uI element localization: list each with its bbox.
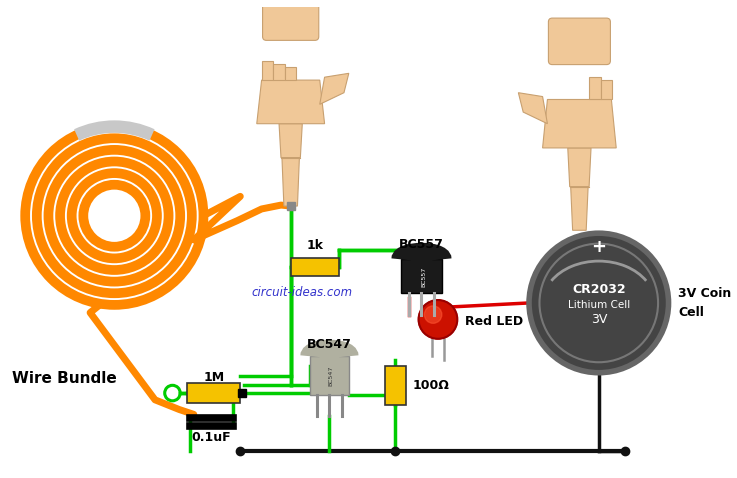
Text: 1M: 1M — [203, 371, 224, 384]
Polygon shape — [262, 61, 273, 80]
Polygon shape — [542, 99, 616, 148]
Bar — [401, 260, 441, 293]
Text: Cell: Cell — [678, 306, 704, 319]
Text: 3V Coin: 3V Coin — [678, 287, 732, 300]
Text: Red LED: Red LED — [465, 315, 523, 328]
Polygon shape — [256, 80, 324, 124]
Text: BC557: BC557 — [421, 267, 426, 287]
Polygon shape — [601, 80, 612, 99]
Polygon shape — [518, 93, 548, 124]
FancyBboxPatch shape — [548, 18, 610, 65]
Polygon shape — [279, 124, 302, 158]
Circle shape — [91, 193, 138, 239]
Text: CR2032: CR2032 — [572, 283, 626, 296]
Polygon shape — [567, 148, 591, 187]
Polygon shape — [320, 73, 349, 104]
Text: BC557: BC557 — [399, 239, 444, 251]
Bar — [290, 259, 339, 276]
Text: Lithium Cell: Lithium Cell — [567, 300, 630, 310]
Text: BC547: BC547 — [329, 365, 334, 386]
Bar — [310, 356, 349, 395]
Bar — [385, 366, 406, 405]
Polygon shape — [589, 77, 601, 99]
Circle shape — [529, 233, 668, 373]
Polygon shape — [282, 158, 299, 206]
Bar — [187, 383, 240, 403]
Text: 1k: 1k — [307, 239, 324, 252]
Polygon shape — [273, 64, 285, 80]
Text: circuit-ideas.com: circuit-ideas.com — [252, 286, 353, 299]
Text: BC547: BC547 — [307, 338, 352, 351]
Text: 100Ω: 100Ω — [413, 379, 450, 392]
FancyBboxPatch shape — [262, 0, 319, 40]
Polygon shape — [570, 187, 588, 230]
Text: Wire Bundle: Wire Bundle — [12, 371, 116, 386]
Circle shape — [425, 306, 441, 323]
Polygon shape — [285, 66, 296, 80]
Text: 0.1uF: 0.1uF — [192, 431, 231, 444]
Text: +: + — [591, 238, 607, 256]
Circle shape — [419, 300, 458, 339]
Text: 3V: 3V — [590, 313, 607, 326]
